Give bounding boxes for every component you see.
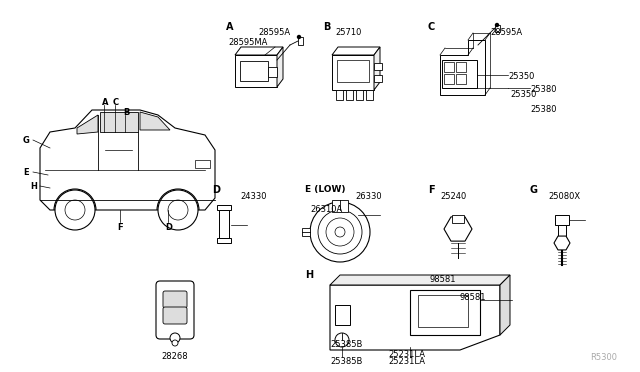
Text: 26310A: 26310A bbox=[310, 205, 342, 214]
FancyBboxPatch shape bbox=[163, 307, 187, 324]
Bar bbox=[268, 67, 277, 77]
Text: 25385B: 25385B bbox=[330, 340, 362, 349]
Circle shape bbox=[335, 227, 345, 237]
Circle shape bbox=[65, 200, 85, 220]
Bar bbox=[235, 55, 277, 87]
Text: F: F bbox=[428, 185, 435, 195]
Bar bbox=[366, 90, 373, 100]
Text: 25231LA: 25231LA bbox=[388, 357, 425, 366]
Text: 25240: 25240 bbox=[440, 192, 467, 201]
Bar bbox=[346, 90, 353, 100]
Bar bbox=[456, 62, 466, 72]
Polygon shape bbox=[140, 112, 170, 130]
Circle shape bbox=[318, 210, 362, 254]
Text: 25710: 25710 bbox=[335, 28, 362, 37]
Circle shape bbox=[172, 340, 178, 346]
Bar bbox=[298, 37, 303, 45]
Bar bbox=[336, 90, 343, 100]
Circle shape bbox=[298, 35, 301, 38]
Text: E (LOW): E (LOW) bbox=[305, 185, 346, 194]
Circle shape bbox=[158, 190, 198, 230]
Circle shape bbox=[168, 200, 188, 220]
Bar bbox=[495, 25, 500, 32]
Text: 98581: 98581 bbox=[430, 275, 456, 284]
Bar bbox=[452, 215, 464, 223]
Bar bbox=[418, 295, 468, 327]
Bar bbox=[410, 290, 480, 335]
Text: A: A bbox=[226, 22, 234, 32]
Text: R5300: R5300 bbox=[590, 353, 617, 362]
Bar bbox=[374, 63, 382, 70]
Polygon shape bbox=[40, 110, 215, 210]
Text: 25231LA: 25231LA bbox=[388, 350, 425, 359]
Circle shape bbox=[495, 23, 499, 26]
Text: 25350: 25350 bbox=[508, 72, 534, 81]
Bar bbox=[332, 55, 374, 90]
Bar bbox=[240, 61, 268, 81]
Bar bbox=[302, 228, 310, 236]
Text: B: B bbox=[123, 108, 129, 117]
FancyBboxPatch shape bbox=[163, 291, 187, 308]
Text: F: F bbox=[117, 223, 123, 232]
Bar bbox=[555, 215, 569, 225]
Bar bbox=[456, 74, 466, 84]
FancyBboxPatch shape bbox=[156, 281, 194, 339]
Polygon shape bbox=[100, 112, 138, 132]
Text: 24330: 24330 bbox=[240, 192, 266, 201]
Text: B: B bbox=[323, 22, 330, 32]
Polygon shape bbox=[440, 40, 485, 95]
Text: C: C bbox=[428, 22, 435, 32]
Bar bbox=[219, 210, 229, 238]
Text: 26330: 26330 bbox=[355, 192, 381, 201]
Bar bbox=[337, 60, 369, 82]
Polygon shape bbox=[277, 47, 283, 87]
Text: 25385B: 25385B bbox=[330, 357, 362, 366]
Text: 28595A: 28595A bbox=[258, 28, 290, 37]
Bar bbox=[217, 205, 231, 210]
Text: 28595MA: 28595MA bbox=[228, 38, 268, 47]
Circle shape bbox=[310, 202, 370, 262]
Text: C: C bbox=[113, 98, 119, 107]
Text: G: G bbox=[23, 136, 30, 145]
Text: A: A bbox=[102, 98, 109, 107]
Polygon shape bbox=[235, 47, 283, 55]
Text: H: H bbox=[305, 270, 313, 280]
Circle shape bbox=[170, 333, 180, 343]
Bar bbox=[558, 225, 566, 237]
Text: D: D bbox=[212, 185, 220, 195]
Text: G: G bbox=[530, 185, 538, 195]
Bar bbox=[356, 90, 363, 100]
Polygon shape bbox=[330, 285, 500, 350]
Text: 25080X: 25080X bbox=[548, 192, 580, 201]
Text: 98581: 98581 bbox=[460, 293, 486, 302]
Circle shape bbox=[326, 218, 354, 246]
Text: 28595A: 28595A bbox=[490, 28, 522, 37]
Text: H: H bbox=[30, 182, 37, 191]
Circle shape bbox=[335, 333, 349, 347]
Circle shape bbox=[55, 190, 95, 230]
Polygon shape bbox=[500, 275, 510, 335]
Polygon shape bbox=[332, 47, 380, 55]
Bar bbox=[195, 160, 210, 168]
Bar bbox=[217, 238, 231, 243]
Bar bbox=[444, 74, 454, 84]
Polygon shape bbox=[374, 47, 380, 90]
Text: 25380: 25380 bbox=[530, 105, 557, 114]
Bar bbox=[335, 305, 350, 325]
Text: 25380: 25380 bbox=[530, 85, 557, 94]
Text: E: E bbox=[23, 168, 29, 177]
Bar bbox=[444, 62, 454, 72]
Text: 28268: 28268 bbox=[162, 352, 188, 361]
Bar bbox=[332, 200, 348, 212]
Polygon shape bbox=[330, 275, 510, 285]
Bar bbox=[374, 75, 382, 82]
Text: D: D bbox=[165, 223, 172, 232]
Bar bbox=[442, 60, 477, 88]
Polygon shape bbox=[77, 115, 98, 134]
Text: 25350: 25350 bbox=[510, 90, 536, 99]
